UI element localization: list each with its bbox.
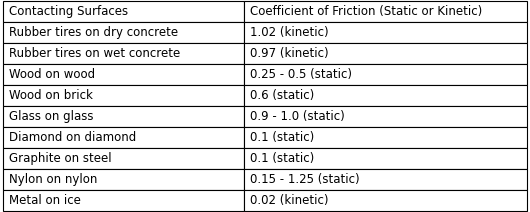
- Bar: [244, 106, 527, 127]
- Text: Wood on wood: Wood on wood: [9, 68, 95, 81]
- Text: Diamond on diamond: Diamond on diamond: [9, 131, 136, 144]
- Text: 0.97 (kinetic): 0.97 (kinetic): [250, 47, 329, 60]
- Bar: [244, 190, 527, 211]
- Bar: [244, 148, 527, 169]
- Bar: [244, 1, 527, 22]
- Text: Rubber tires on wet concrete: Rubber tires on wet concrete: [9, 47, 180, 60]
- Text: 0.1 (static): 0.1 (static): [250, 152, 315, 165]
- Text: 0.25 - 0.5 (static): 0.25 - 0.5 (static): [250, 68, 352, 81]
- Text: Glass on glass: Glass on glass: [9, 110, 93, 123]
- Text: Coefficient of Friction (Static or Kinetic): Coefficient of Friction (Static or Kinet…: [250, 5, 483, 18]
- Text: 0.1 (static): 0.1 (static): [250, 131, 315, 144]
- Bar: [3, 85, 244, 106]
- Text: 0.6 (static): 0.6 (static): [250, 89, 315, 102]
- Text: 0.02 (kinetic): 0.02 (kinetic): [250, 194, 329, 207]
- Text: Contacting Surfaces: Contacting Surfaces: [9, 5, 128, 18]
- Bar: [3, 43, 244, 64]
- Text: Metal on ice: Metal on ice: [9, 194, 81, 207]
- Text: 1.02 (kinetic): 1.02 (kinetic): [250, 26, 329, 39]
- Bar: [244, 22, 527, 43]
- Bar: [3, 106, 244, 127]
- Bar: [3, 22, 244, 43]
- Text: Graphite on steel: Graphite on steel: [9, 152, 112, 165]
- Bar: [3, 148, 244, 169]
- Bar: [244, 43, 527, 64]
- Bar: [244, 127, 527, 148]
- Text: Nylon on nylon: Nylon on nylon: [9, 173, 98, 186]
- Text: 0.9 - 1.0 (static): 0.9 - 1.0 (static): [250, 110, 345, 123]
- Text: 0.15 - 1.25 (static): 0.15 - 1.25 (static): [250, 173, 360, 186]
- Bar: [3, 64, 244, 85]
- Bar: [3, 190, 244, 211]
- Bar: [244, 64, 527, 85]
- Bar: [3, 127, 244, 148]
- Text: Rubber tires on dry concrete: Rubber tires on dry concrete: [9, 26, 178, 39]
- Text: Wood on brick: Wood on brick: [9, 89, 93, 102]
- Bar: [244, 169, 527, 190]
- Bar: [3, 1, 244, 22]
- Bar: [3, 169, 244, 190]
- Bar: [244, 85, 527, 106]
